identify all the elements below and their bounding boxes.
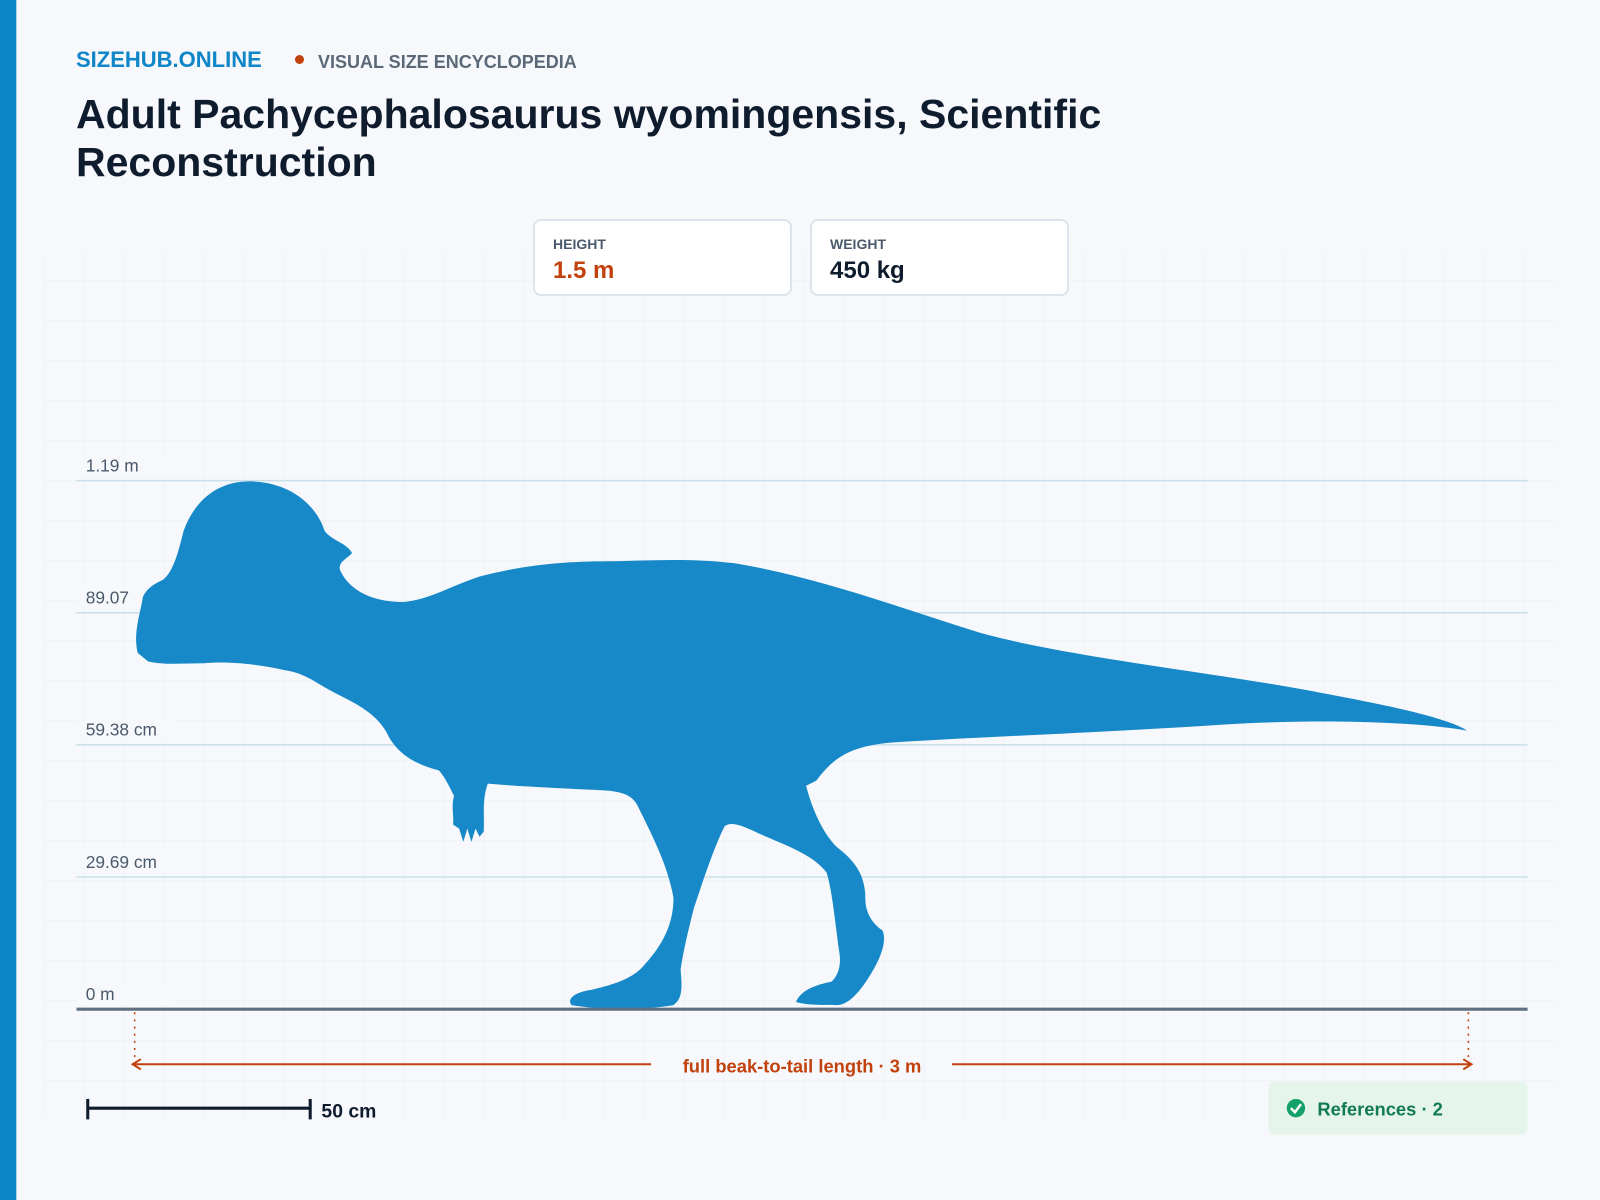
silhouette	[136, 481, 1468, 1009]
tagline: VISUAL SIZE ENCYCLOPEDIA	[318, 52, 577, 72]
scale-label: 89.07	[86, 588, 129, 608]
references-label[interactable]: References · 2	[1317, 1098, 1443, 1119]
stat-value: 450 kg	[830, 257, 905, 284]
references-box[interactable]	[1268, 1081, 1528, 1135]
stat-label: WEIGHT	[830, 236, 886, 252]
length-label: full beak-to-tail length · 3 m	[683, 1055, 922, 1076]
scale-bar-label: 50 cm	[321, 1100, 376, 1122]
scale-label: 0 m	[86, 984, 115, 1004]
stat-card: HEIGHT 1.5 m	[533, 219, 792, 296]
scale-label-bg	[77, 718, 176, 741]
side-bar	[0, 0, 17, 1200]
stat-card: WEIGHT 450 kg	[810, 219, 1069, 296]
scale-label: 59.38 cm	[86, 720, 157, 740]
scale-label-bg	[77, 982, 176, 1006]
scale-label: 29.69 cm	[86, 852, 157, 872]
check-icon	[1286, 1098, 1306, 1118]
stat-value: 1.5 m	[553, 257, 615, 284]
check-mark	[1289, 1103, 1302, 1115]
length-arrow	[130, 1058, 1474, 1071]
scale-label: 1.19 m	[86, 455, 139, 475]
page-title: Adult Pachycephalosaurus wyomingensis, S…	[76, 91, 1102, 185]
scale-bar	[86, 1098, 312, 1120]
scale-label-bg	[77, 454, 176, 477]
brand[interactable]: SIZEHUB.ONLINE	[76, 47, 262, 72]
scale-label-bg	[77, 850, 176, 873]
separator-dot	[295, 55, 304, 64]
stat-label: HEIGHT	[553, 236, 606, 252]
